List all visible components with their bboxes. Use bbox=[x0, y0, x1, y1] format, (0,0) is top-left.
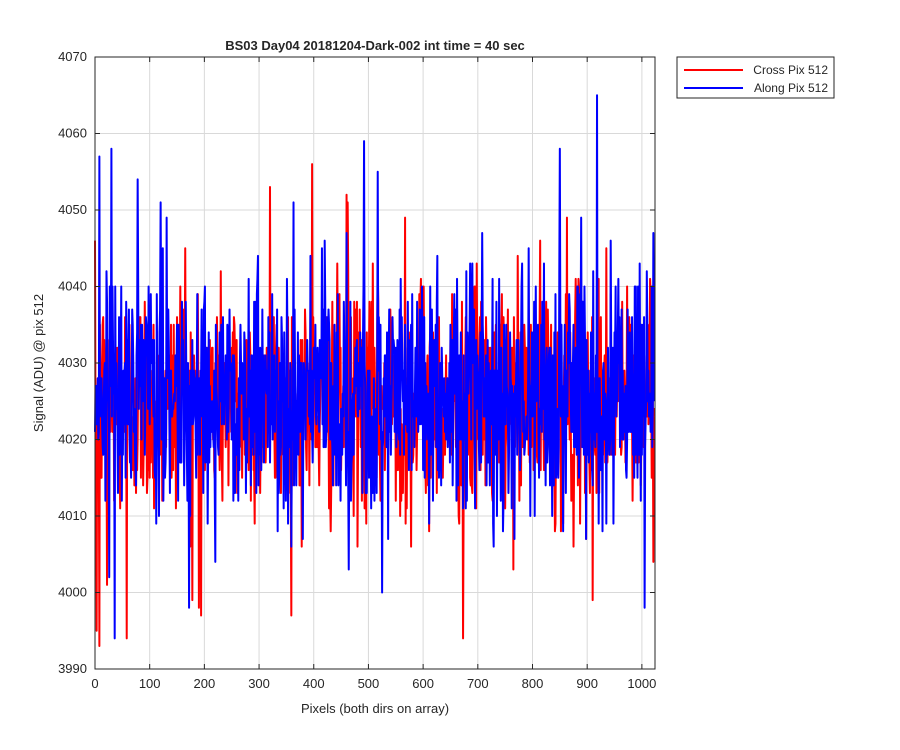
x-tick-label: 400 bbox=[303, 676, 325, 691]
y-tick-label: 4000 bbox=[58, 585, 87, 600]
x-tick-label: 800 bbox=[522, 676, 544, 691]
x-tick-label: 100 bbox=[139, 676, 161, 691]
y-tick-label: 3990 bbox=[58, 661, 87, 676]
legend: Cross Pix 512 Along Pix 512 bbox=[676, 56, 835, 99]
y-tick-label: 4040 bbox=[58, 279, 87, 294]
x-tick-label: 300 bbox=[248, 676, 270, 691]
series-line-along-pix-512 bbox=[94, 94, 656, 640]
x-tick-label: 1000 bbox=[627, 676, 656, 691]
x-axis-label: Pixels (both dirs on array) bbox=[301, 701, 449, 716]
y-axis-label: Signal (ADU) @ pix 512 bbox=[31, 294, 46, 432]
y-tick-label: 4020 bbox=[58, 432, 87, 447]
x-tick-label: 900 bbox=[576, 676, 598, 691]
axis-ticks: 0 100 200 300 400 500 600 700 800 900 1000 3990 4000… bbox=[58, 49, 656, 691]
legend-label-cross: Cross Pix 512 bbox=[753, 63, 828, 77]
y-tick-label: 4070 bbox=[58, 49, 87, 64]
x-tick-label: 600 bbox=[412, 676, 434, 691]
legend-box bbox=[676, 56, 835, 99]
chart-title: BS03 Day04 20181204-Dark-002 int time = … bbox=[225, 38, 525, 53]
y-tick-label: 4030 bbox=[58, 355, 87, 370]
series-layer bbox=[94, 94, 656, 648]
legend-label-along: Along Pix 512 bbox=[754, 81, 828, 95]
y-tick-label: 4050 bbox=[58, 202, 87, 217]
y-tick-label: 4060 bbox=[58, 126, 87, 141]
x-tick-label: 500 bbox=[358, 676, 380, 691]
y-tick-label: 4010 bbox=[58, 508, 87, 523]
x-tick-label: 200 bbox=[194, 676, 216, 691]
x-tick-label: 700 bbox=[467, 676, 489, 691]
x-tick-label: 0 bbox=[91, 676, 98, 691]
